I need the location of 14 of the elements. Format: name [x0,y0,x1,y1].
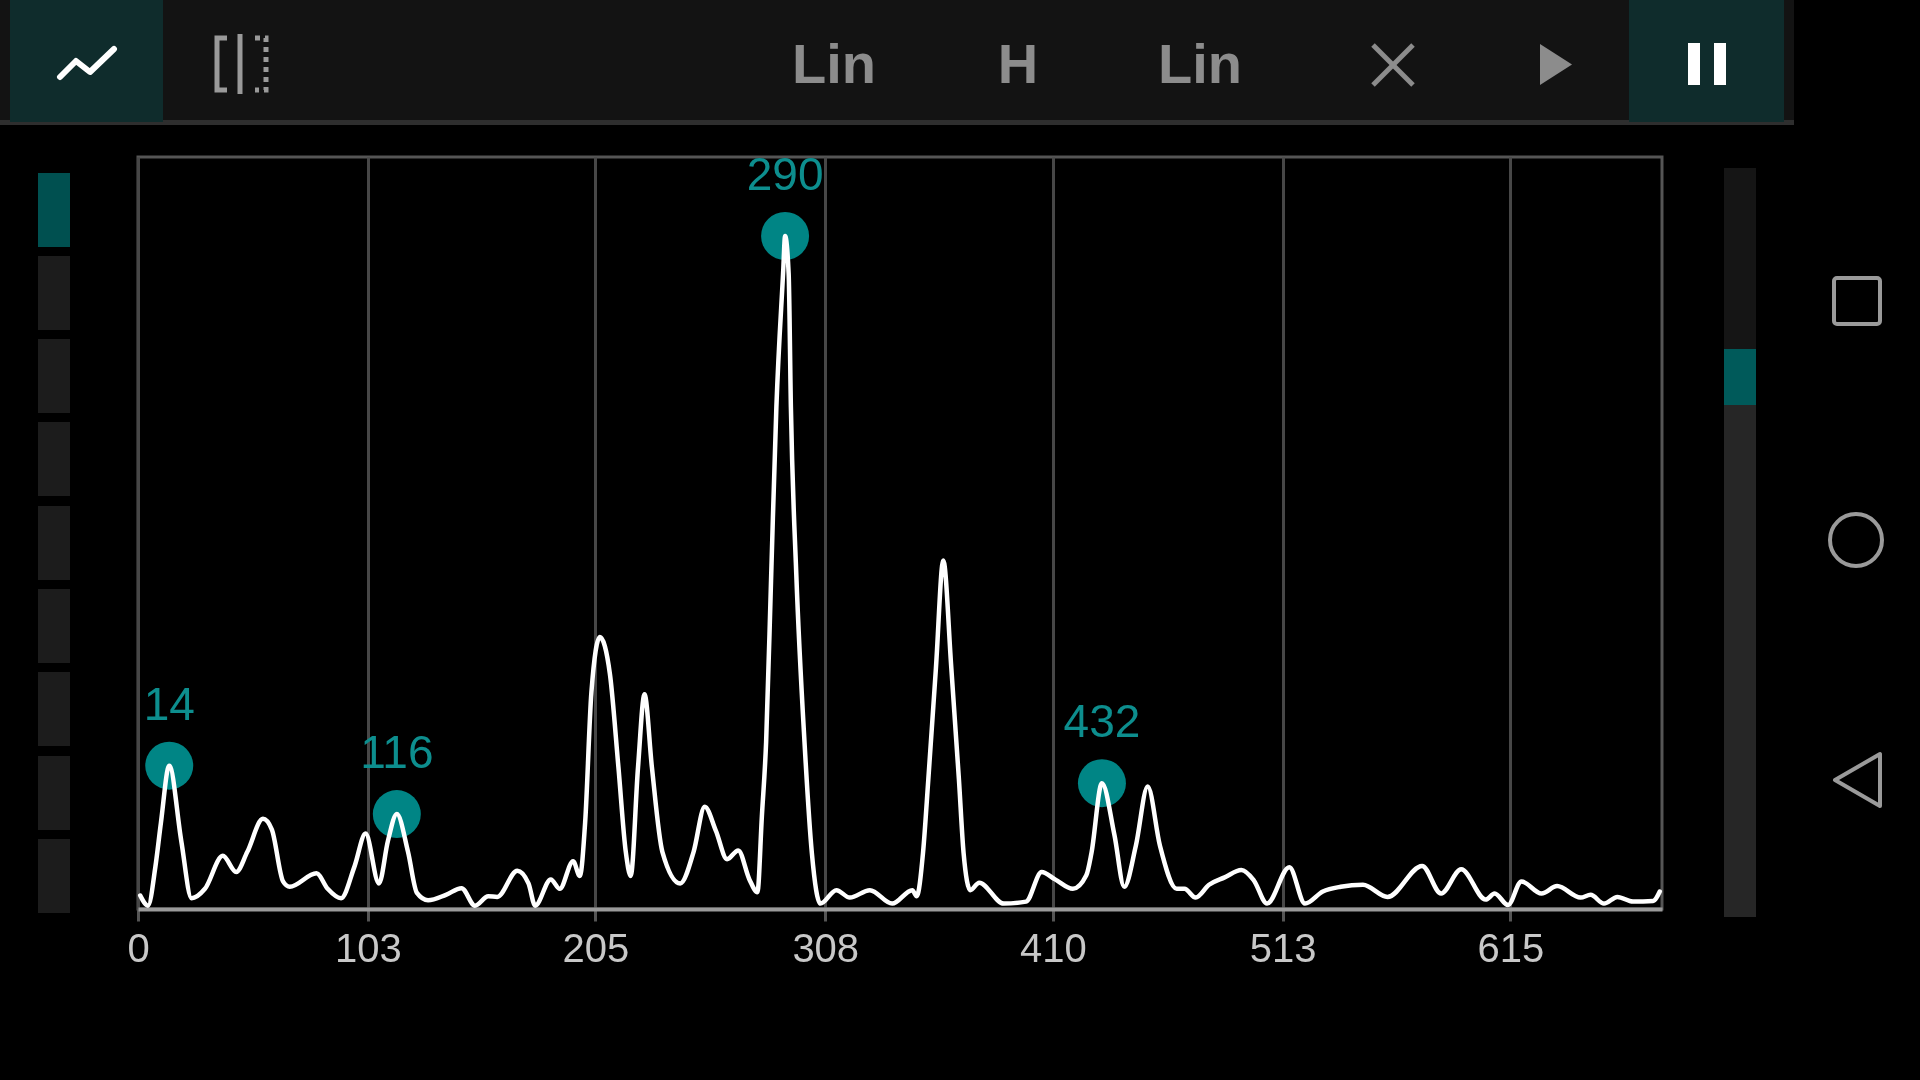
text: Lin [792,32,876,95]
annotation: 290 [746,148,824,200]
x-tick-label: 615 [1477,925,1545,970]
x-tick-label: 103 [334,925,402,970]
annotation: 14 [143,677,195,730]
x-tick-label: 0 [127,925,150,970]
x-tick-label: 410 [1019,925,1087,970]
annotation: 116 [360,726,434,779]
text: Lin [1158,32,1242,95]
x-tick-label: 205 [562,925,630,970]
x-tick-label: 513 [1249,925,1317,970]
text: H [997,32,1039,95]
annotation: 432 [1063,695,1141,748]
x-tick-label: 308 [792,925,860,970]
